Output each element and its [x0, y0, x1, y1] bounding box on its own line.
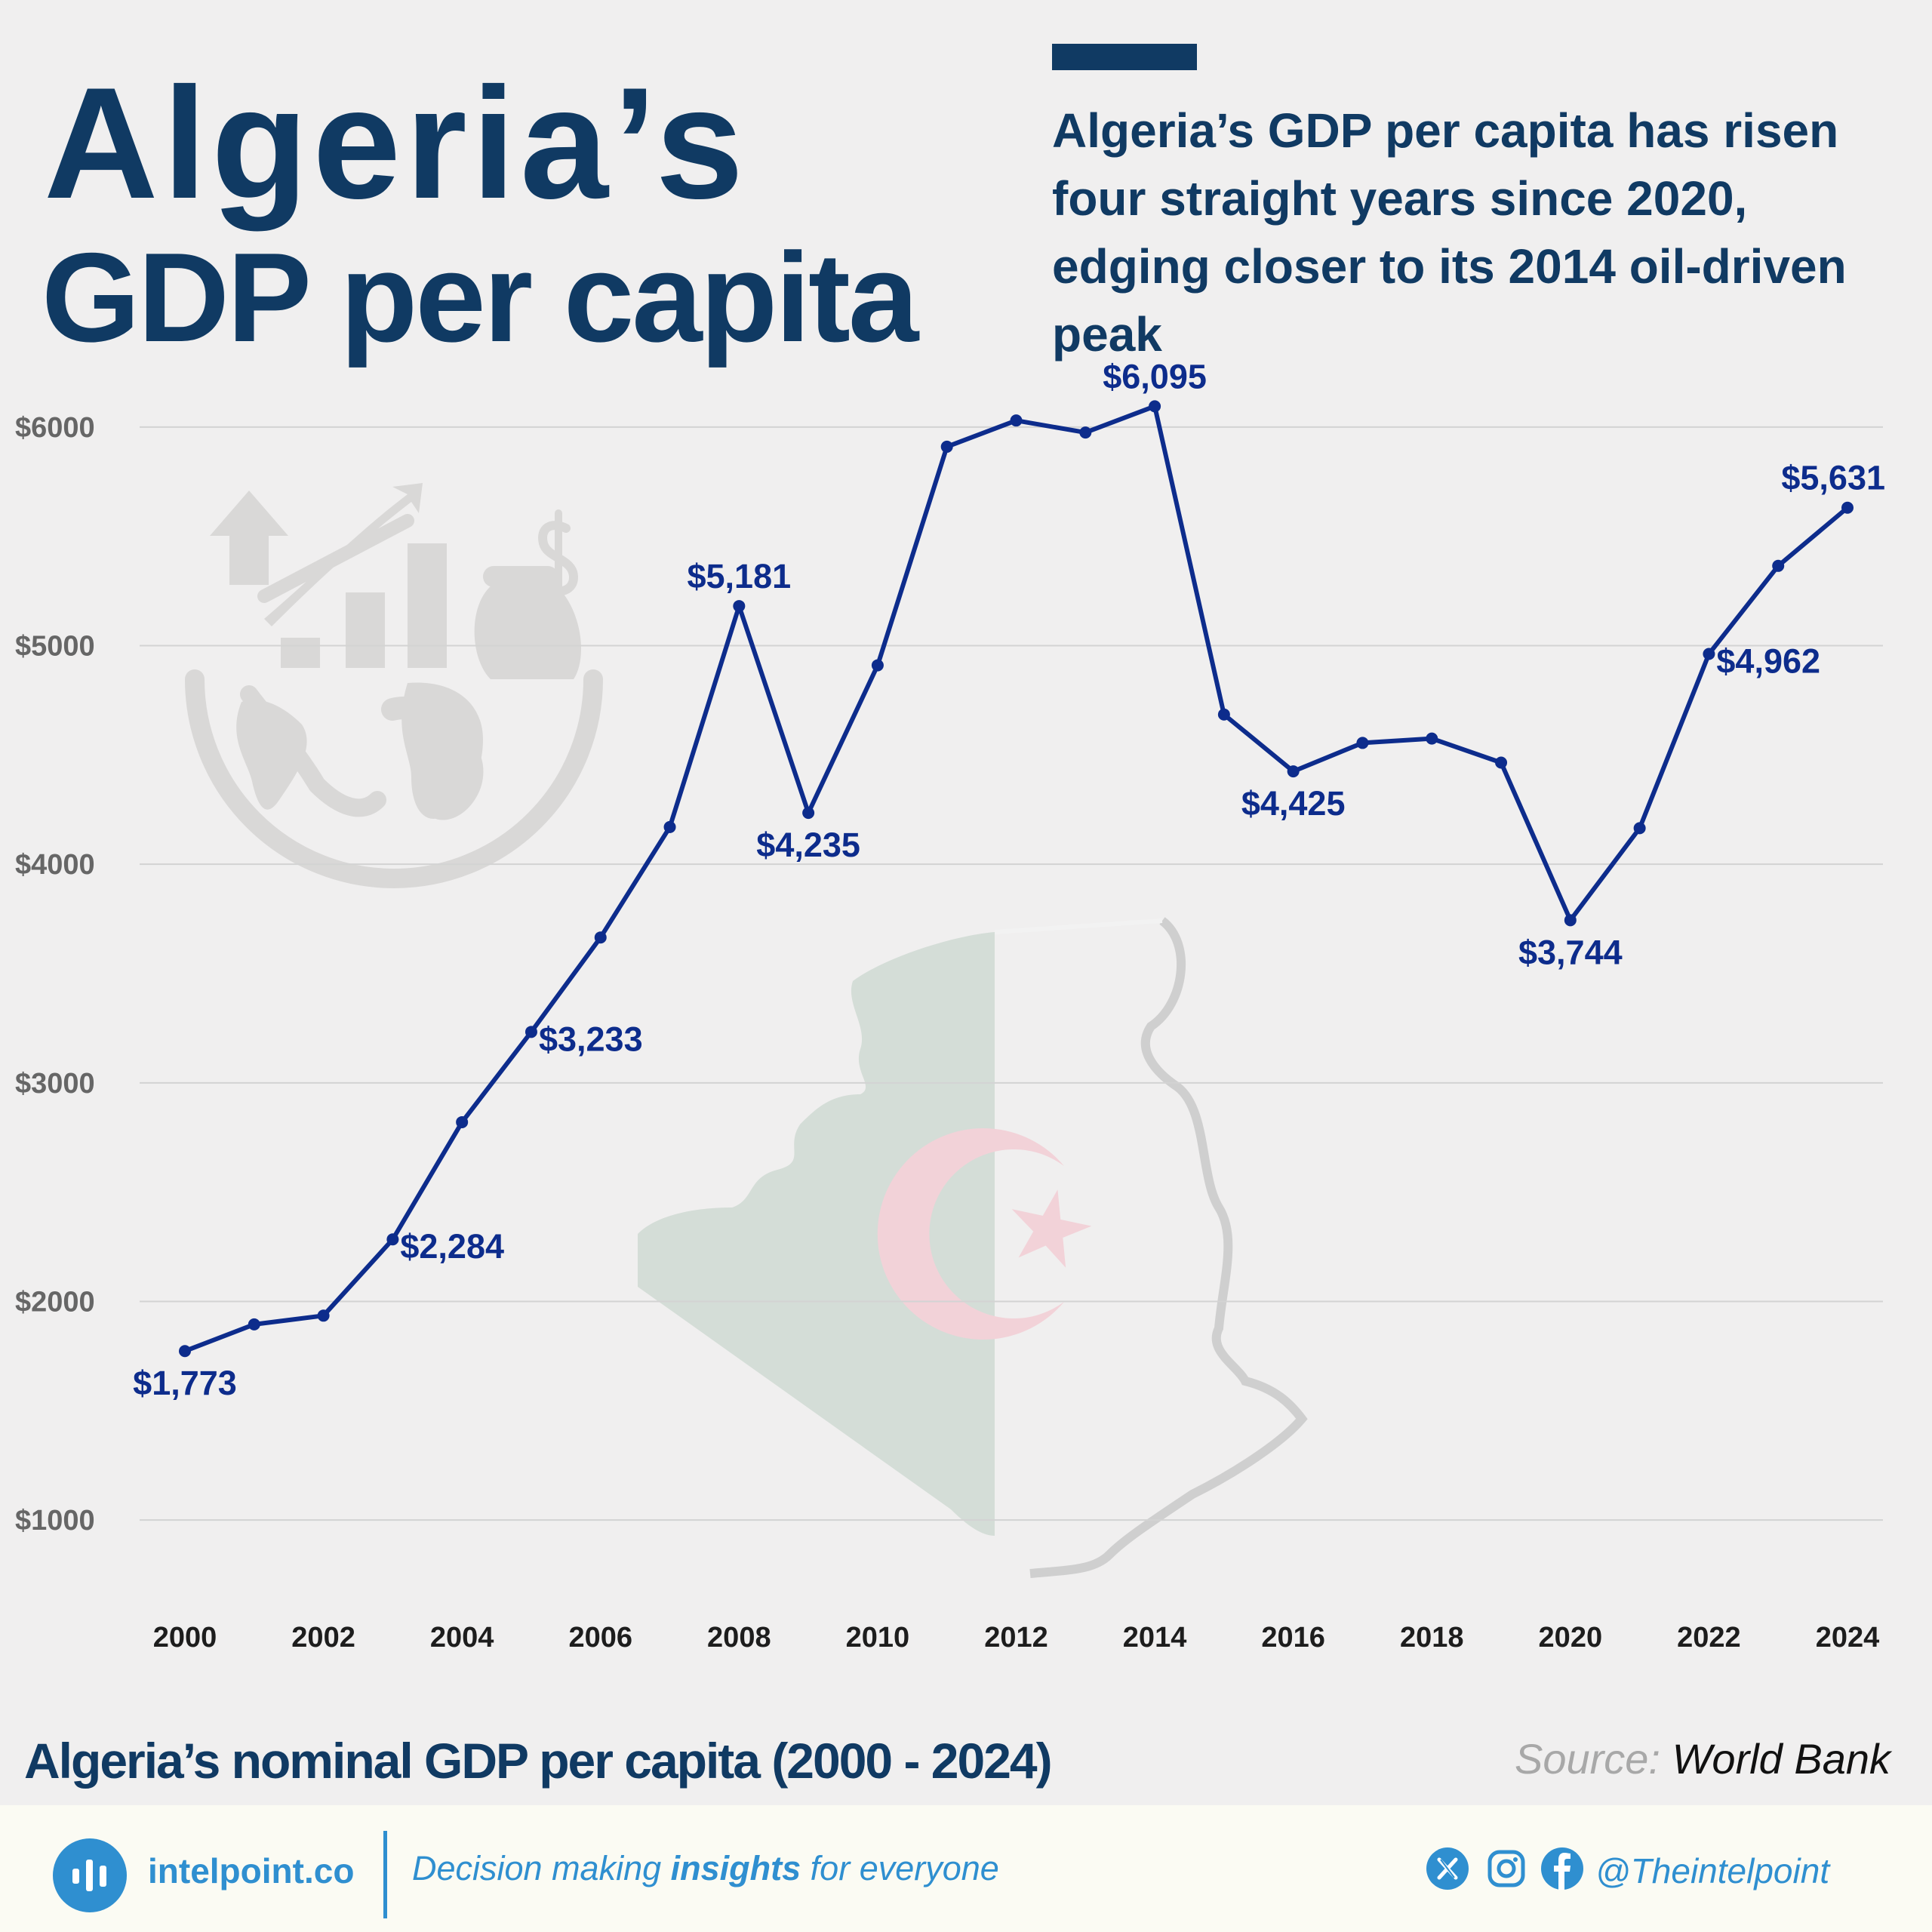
footer: intelpoint.co Decision making insights f… — [0, 1805, 1932, 1932]
x-tick-label: 2006 — [568, 1622, 632, 1654]
y-tick-label: $5000 — [15, 631, 95, 663]
y-tick-label: $3000 — [15, 1068, 95, 1100]
data-point — [317, 1309, 330, 1322]
economy-globe-icon-fill — [210, 483, 581, 819]
data-point — [802, 807, 815, 820]
source-label: Source: — [1515, 1735, 1660, 1783]
x-tick-label: 2024 — [1816, 1622, 1880, 1654]
x-tick-label: 2010 — [846, 1622, 910, 1654]
data-point — [940, 440, 953, 453]
brand-link[interactable]: intelpoint.co — [148, 1851, 355, 1890]
x-icon[interactable] — [1426, 1847, 1469, 1890]
x-tick-label: 2000 — [153, 1622, 217, 1654]
data-point — [663, 820, 676, 833]
x-tick-label: 2018 — [1400, 1622, 1464, 1654]
data-labels: $1,773 $2,284 $3,233 $5,181 $4,235 $6,095 $4,4… — [133, 357, 1885, 1402]
data-point — [179, 1345, 191, 1358]
data-label: $1,773 — [133, 1364, 237, 1402]
intelpoint-logo-icon[interactable] — [53, 1838, 127, 1912]
x-tick-label: 2016 — [1261, 1622, 1325, 1654]
data-point — [1703, 648, 1715, 660]
algeria-flag-map-watermark — [638, 917, 1308, 1578]
data-point — [871, 659, 884, 672]
y-tick-label: $4000 — [15, 849, 95, 881]
data-label: $4,962 — [1716, 642, 1820, 681]
x-axis-ticks: 2000 2002 2004 2006 2008 2010 2012 2014 2016 2018… — [153, 1622, 1880, 1654]
data-point — [1841, 501, 1854, 514]
facebook-icon[interactable] — [1541, 1847, 1583, 1890]
data-label: $2,284 — [400, 1227, 504, 1266]
x-tick-label: 2022 — [1677, 1622, 1741, 1654]
data-label: $4,425 — [1241, 784, 1346, 823]
data-point — [1287, 765, 1300, 778]
x-tick-label: 2014 — [1123, 1622, 1187, 1654]
tagline-bold: insights — [670, 1849, 801, 1887]
data-point — [1149, 400, 1161, 413]
x-tick-label: 2020 — [1539, 1622, 1603, 1654]
data-point — [1079, 426, 1092, 439]
y-tick-label: $1000 — [15, 1505, 95, 1537]
x-tick-label: 2008 — [707, 1622, 771, 1654]
data-label: $3,744 — [1518, 933, 1623, 971]
data-point — [456, 1115, 469, 1128]
data-point — [1772, 559, 1785, 572]
page-title-line1: Algeria’s — [44, 54, 749, 232]
tagline-post: for everyone — [801, 1849, 999, 1887]
y-axis-ticks: $1000 $2000 $3000 $4000 $5000 $6000 — [15, 412, 95, 1537]
data-label: $3,233 — [539, 1020, 643, 1058]
tagline-pre: Decision making — [412, 1849, 671, 1887]
data-point — [1633, 822, 1646, 835]
data-point — [733, 600, 746, 613]
line-chart: $1000$2000$3000$4000$5000$6000 2000 2002 2… — [15, 357, 1885, 1654]
subtitle: Algeria’s GDP per capita has risen four … — [1052, 103, 1847, 361]
y-tick-label: $6000 — [15, 412, 95, 444]
data-point — [525, 1026, 537, 1038]
x-tick-label: 2002 — [291, 1622, 355, 1654]
data-label: $4,235 — [756, 826, 860, 864]
data-label: $5,631 — [1781, 459, 1885, 497]
data-point — [248, 1318, 260, 1331]
x-tick-label: 2004 — [430, 1622, 494, 1654]
instagram-icon[interactable] — [1485, 1847, 1527, 1890]
footer-divider — [383, 1831, 387, 1918]
data-label: $6,095 — [1103, 357, 1207, 395]
page-title-line2: GDP per capita — [42, 226, 918, 368]
data-point — [1426, 732, 1438, 745]
social-handle[interactable]: @Theintelpoint — [1595, 1851, 1830, 1890]
y-tick-label: $2000 — [15, 1286, 95, 1318]
data-point — [1356, 737, 1369, 749]
x-tick-label: 2012 — [984, 1622, 1048, 1654]
data-label: $5,181 — [688, 557, 792, 595]
data-point — [594, 931, 607, 944]
data-point — [1495, 756, 1508, 769]
data-point — [1217, 708, 1230, 721]
source-note: Source: World Bank — [1515, 1734, 1890, 1783]
data-point — [386, 1233, 399, 1246]
source-value: World Bank — [1672, 1735, 1890, 1783]
data-point — [1010, 414, 1023, 427]
accent-bar — [1052, 44, 1197, 70]
gridlines — [140, 426, 1883, 1521]
data-point — [1564, 914, 1577, 927]
data-points — [179, 400, 1854, 1358]
chart-caption: Algeria’s nominal GDP per capita (2000 -… — [24, 1733, 1053, 1789]
tagline: Decision making insights for everyone — [412, 1849, 999, 1888]
